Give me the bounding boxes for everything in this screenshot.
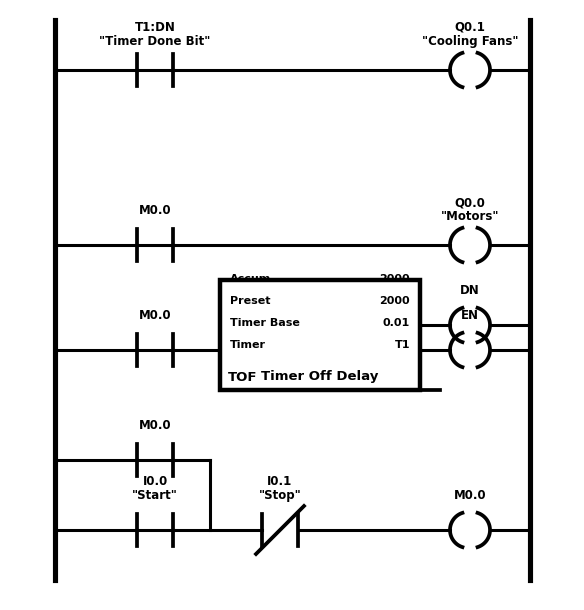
Text: Q0.1: Q0.1 [454, 21, 485, 34]
Text: Q0.0: Q0.0 [454, 196, 485, 209]
Text: TOF: TOF [228, 371, 258, 384]
Text: I0.1: I0.1 [267, 475, 293, 488]
Text: T1: T1 [395, 340, 410, 350]
Text: DN: DN [460, 284, 480, 297]
Bar [220, 280, 420, 390]
Text: Timer: Timer [230, 340, 266, 350]
Text: M0.0: M0.0 [454, 489, 486, 502]
Text: Timer Off Delay: Timer Off Delay [261, 370, 378, 383]
Text: 2000: 2000 [380, 274, 410, 284]
Text: Timer Base: Timer Base [230, 318, 300, 328]
Text: Accum: Accum [230, 274, 271, 284]
Text: Preset: Preset [230, 296, 270, 306]
Text: I0.0: I0.0 [142, 475, 168, 488]
Text: 0.01: 0.01 [383, 318, 410, 328]
Text: M0.0: M0.0 [138, 419, 171, 432]
Text: "Stop": "Stop" [259, 489, 301, 502]
Text: "Cooling Fans": "Cooling Fans" [422, 35, 518, 48]
Text: "Motors": "Motors" [441, 210, 499, 223]
Text: "Timer Done Bit": "Timer Done Bit" [99, 35, 211, 48]
Text: EN: EN [461, 309, 479, 322]
Text: M0.0: M0.0 [138, 309, 171, 322]
Text: T1:DN: T1:DN [134, 21, 175, 34]
Text: "Start": "Start" [132, 489, 178, 502]
Text: 2000: 2000 [380, 296, 410, 306]
Text: M0.0: M0.0 [138, 204, 171, 217]
